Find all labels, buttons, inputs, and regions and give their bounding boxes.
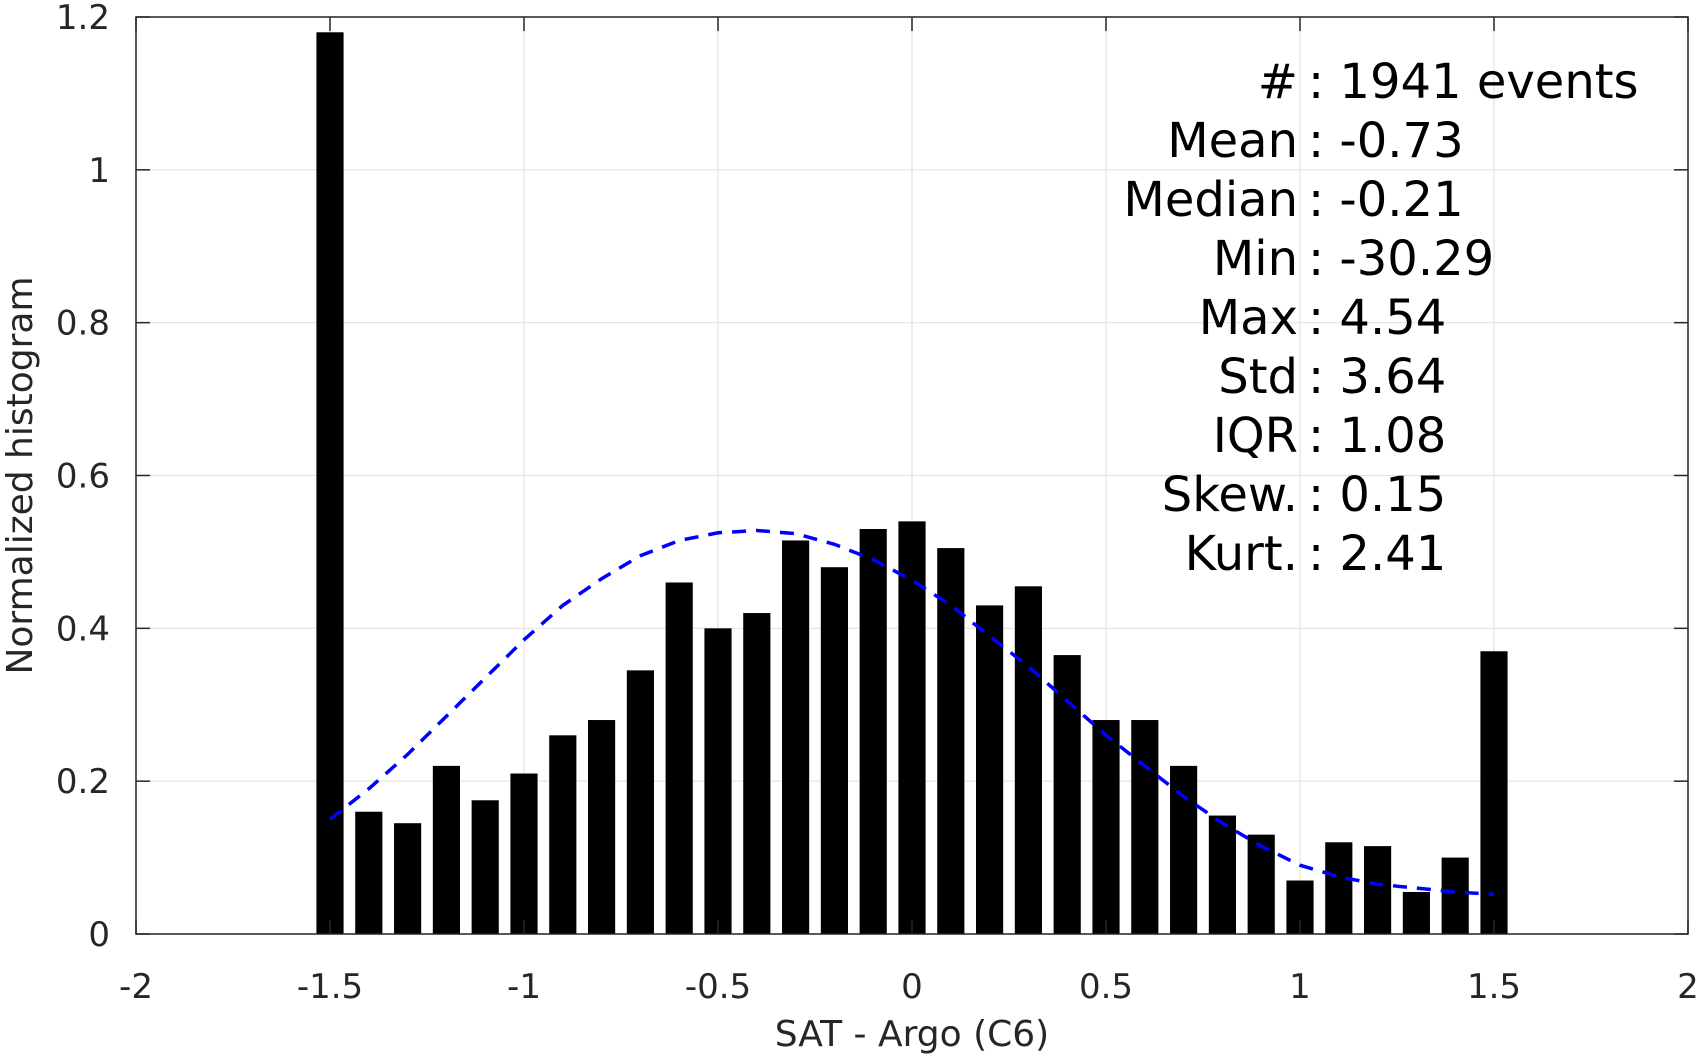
y-tick-label: 1 (88, 151, 110, 191)
histogram-bar (937, 548, 965, 934)
stat-value: : 1.08 (1308, 408, 1446, 464)
histogram-bar (665, 582, 693, 934)
stat-label: Mean (1167, 113, 1298, 169)
stat-value: : -0.21 (1308, 172, 1464, 228)
x-tick-label: -2 (119, 967, 153, 1007)
y-tick-label: 0 (88, 915, 110, 955)
x-axis-title: SAT - Argo (C6) (775, 1014, 1049, 1055)
x-tick-label: 0 (901, 967, 923, 1007)
x-tick-label: -1.5 (297, 967, 363, 1007)
histogram-bar (782, 540, 810, 934)
stat-label: # (1258, 54, 1298, 110)
histogram-bar (316, 32, 344, 935)
stat-value: : -0.73 (1308, 113, 1464, 169)
x-tick-label: 1 (1289, 967, 1311, 1007)
x-tick-labels: -2 -1.5 -1 -0.5 0 0.5 1 1.5 2 (119, 967, 1699, 1007)
y-axis-title: Normalized histogram (0, 276, 41, 674)
y-tick-label: 1.2 (56, 0, 110, 38)
stat-value: : 1941 events (1308, 54, 1639, 110)
stat-label: Kurt. (1185, 526, 1298, 582)
y-tick-label: 0.4 (56, 609, 110, 649)
y-tick-label: 0.6 (56, 457, 110, 497)
histogram-bar (588, 720, 616, 934)
histogram-bar (898, 521, 926, 934)
histogram-bar (1014, 586, 1042, 934)
histogram-bar (355, 811, 383, 934)
histogram-bar (1170, 765, 1198, 934)
x-tick-label: -1 (507, 967, 541, 1007)
histogram-bar (549, 735, 577, 934)
y-tick-label: 0.8 (56, 304, 110, 344)
histogram-bar (704, 628, 732, 934)
stat-value: : 4.54 (1308, 290, 1446, 346)
histogram-bar (1208, 815, 1236, 934)
histogram-bar (1402, 891, 1430, 934)
y-tick-label: 0.2 (56, 762, 110, 802)
x-tick-label: 0.5 (1079, 967, 1133, 1007)
stat-value: : 2.41 (1308, 526, 1446, 582)
stat-label: Skew. (1162, 467, 1298, 523)
histogram-bar (1247, 834, 1275, 934)
histogram-bar (743, 613, 771, 934)
axis-ticks (135, 16, 1689, 935)
stat-label: Max (1199, 290, 1298, 346)
x-tick-label: 2 (1677, 967, 1699, 1007)
histogram-bar (1131, 720, 1159, 934)
normal-fit-curve (328, 528, 1495, 897)
stat-label: IQR (1213, 408, 1298, 464)
histogram-bar (1053, 655, 1081, 934)
histogram-bar (976, 605, 1004, 934)
histogram-bar (432, 765, 460, 934)
histogram-bar (1325, 842, 1353, 934)
stat-value: : -30.29 (1308, 231, 1494, 287)
histogram-bars (316, 32, 1508, 935)
histogram-bar (1480, 651, 1508, 934)
stat-value: : 3.64 (1308, 349, 1446, 405)
histogram-bar (626, 670, 654, 934)
x-tick-label: 1.5 (1467, 967, 1521, 1007)
histogram-bar (1092, 720, 1120, 934)
histogram-bar (1364, 846, 1392, 934)
histogram-bar (820, 567, 848, 934)
histogram-bar (510, 773, 538, 934)
histogram-bar (1441, 857, 1469, 934)
stat-label: Median (1123, 172, 1298, 228)
stat-label: Min (1213, 231, 1298, 287)
y-tick-labels: 0 0.2 0.4 0.6 0.8 1 1.2 (56, 0, 110, 955)
histogram-bar (471, 800, 499, 934)
histogram-bar (859, 528, 887, 934)
stat-label: Std (1218, 349, 1298, 405)
x-tick-label: -0.5 (685, 967, 751, 1007)
histogram-bar (394, 823, 422, 934)
stat-value: : 0.15 (1308, 467, 1446, 523)
